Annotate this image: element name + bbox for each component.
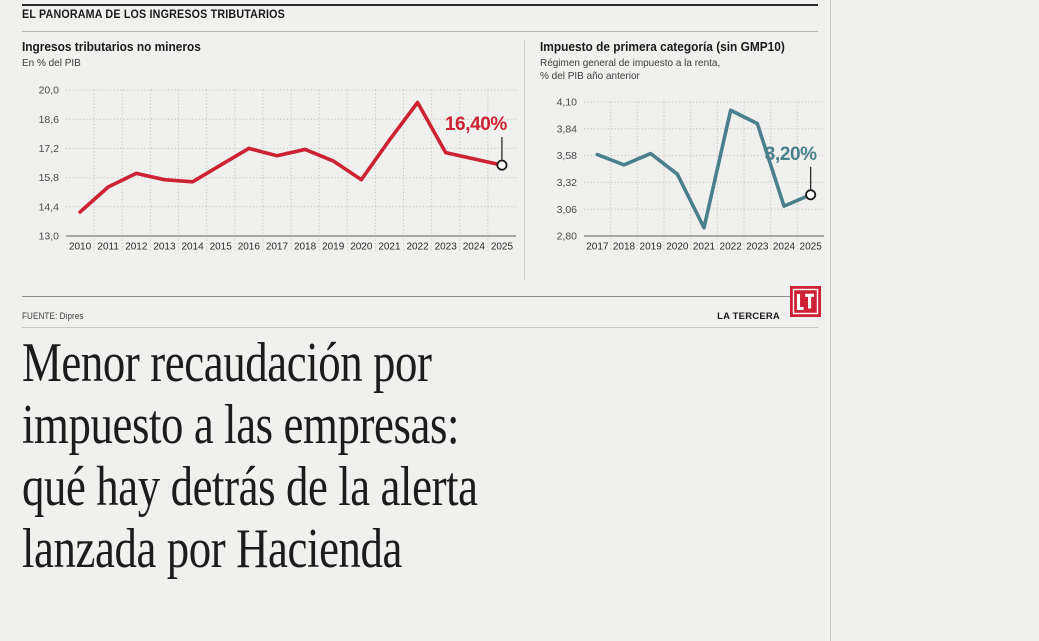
endpoint-value-label: 3,20% — [765, 144, 817, 165]
top-rule — [22, 4, 818, 6]
infographic: EL PANORAMA DE LOS INGRESOS TRIBUTARIOS … — [0, 0, 838, 330]
line-chart-right: 2,80 3,06 3,32 3,58 3,84 4,10 2017 2018 2019 2020… — [557, 97, 824, 253]
panel-right-subtitle-1: Régimen general de impuesto a la renta, — [540, 57, 721, 69]
panel-primera-categoria: Impuesto de primera categoría (sin GMP10… — [540, 40, 830, 268]
x-axis-tick-label: 2022 — [406, 241, 429, 252]
y-axis-tick-label: 2,80 — [557, 231, 578, 243]
brand-name: LA TERCERA — [717, 311, 780, 322]
footer-rule — [22, 296, 818, 297]
la-tercera-logo — [790, 286, 821, 317]
x-axis-tick-label: 2024 — [773, 242, 796, 253]
x-axis-tick-label: 2011 — [97, 241, 119, 252]
source-credit: FUENTE: Dipres — [22, 311, 84, 321]
chart-ingresos-no-mineros: 13,0 14,4 15,8 17,2 18,6 20,0 2010 2011 2012 2013… — [22, 78, 522, 268]
x-axis-tick-label: 2020 — [666, 242, 689, 253]
column-gutter — [830, 0, 831, 641]
y-axis-tick-label: 13,0 — [39, 230, 60, 242]
panel-right-subtitle-2: % del PIB año anterior — [540, 69, 640, 82]
x-axis-tick-label: 2022 — [720, 242, 743, 253]
y-axis-tick-label: 15,8 — [39, 172, 60, 184]
data-line — [78, 100, 504, 214]
line-chart-left: 13,0 14,4 15,8 17,2 18,6 20,0 2010 2011 2012 2013… — [39, 84, 516, 252]
panel-right-title: Impuesto de primera categoría (sin GMP10… — [540, 40, 785, 54]
x-axis-tick-label: 2019 — [640, 242, 663, 253]
headline: Menor recaudación por impuesto a las emp… — [22, 332, 822, 580]
x-axis-tick-label: 2016 — [238, 241, 261, 252]
y-axis-tick-label: 20,0 — [39, 84, 60, 96]
chart-primera-categoria: 2,80 3,06 3,32 3,58 3,84 4,10 2017 2018 2019 2020… — [540, 90, 830, 268]
panel-left-subtitle: En % del PIB — [22, 57, 81, 69]
panel-divider — [524, 40, 525, 280]
panel-ingresos-no-mineros: Ingresos tributarios no mineros En % del… — [22, 40, 522, 268]
x-axis-tick-label: 2020 — [350, 241, 373, 252]
x-axis-tick-label: 2021 — [378, 241, 401, 252]
x-axis-tick-label: 2015 — [210, 241, 233, 252]
kicker-rule — [22, 31, 818, 32]
x-axis-tick-label: 2023 — [746, 242, 769, 253]
headline-line-3: qué hay detrás de la alerta — [22, 456, 478, 518]
data-line — [595, 108, 813, 230]
x-axis-tick-label: 2017 — [266, 241, 289, 252]
x-axis-tick-label: 2024 — [463, 241, 486, 252]
y-axis-tick-label: 3,58 — [557, 150, 578, 162]
y-axis-tick-label: 3,84 — [557, 123, 578, 135]
headline-line-4: lanzada por Hacienda — [22, 518, 403, 580]
y-axis-tick-label: 3,06 — [557, 204, 578, 216]
headline-line-2: impuesto a las empresas: — [22, 394, 460, 456]
y-axis-tick-label: 3,32 — [557, 177, 578, 189]
x-axis-tick-label: 2017 — [586, 242, 609, 253]
y-axis-tick-label: 17,2 — [39, 143, 60, 155]
x-axis-tick-label: 2018 — [613, 242, 636, 253]
headline-separator-rule — [22, 327, 818, 328]
left-column: EL PANORAMA DE LOS INGRESOS TRIBUTARIOS … — [0, 0, 838, 580]
x-axis-tick-label: 2019 — [322, 241, 345, 252]
endpoint-value-label: 16,40% — [445, 114, 508, 135]
x-axis-tick-label: 2010 — [69, 241, 92, 252]
x-axis-tick-label: 2014 — [181, 241, 204, 252]
y-axis-tick-label: 14,4 — [39, 201, 60, 213]
y-axis-tick-label: 4,10 — [557, 97, 578, 109]
x-axis-tick-label: 2023 — [435, 241, 458, 252]
y-axis-tick-label: 18,6 — [39, 113, 60, 125]
x-axis-tick-label: 2018 — [294, 241, 317, 252]
x-axis-tick-label: 2025 — [800, 242, 823, 253]
panel-left-title: Ingresos tributarios no mineros — [22, 40, 201, 54]
x-axis-tick-label: 2013 — [153, 241, 176, 252]
headline-line-1: Menor recaudación por — [22, 332, 432, 394]
endpoint-marker — [805, 189, 817, 201]
x-axis-tick-label: 2012 — [125, 241, 148, 252]
x-axis-tick-label: 2021 — [693, 242, 716, 253]
infographic-kicker: EL PANORAMA DE LOS INGRESOS TRIBUTARIOS — [22, 9, 285, 21]
x-axis-tick-label: 2025 — [491, 241, 514, 252]
endpoint-marker — [496, 159, 508, 171]
article-column: creer, en estas circunstancias, que se t… — [838, 0, 1039, 641]
